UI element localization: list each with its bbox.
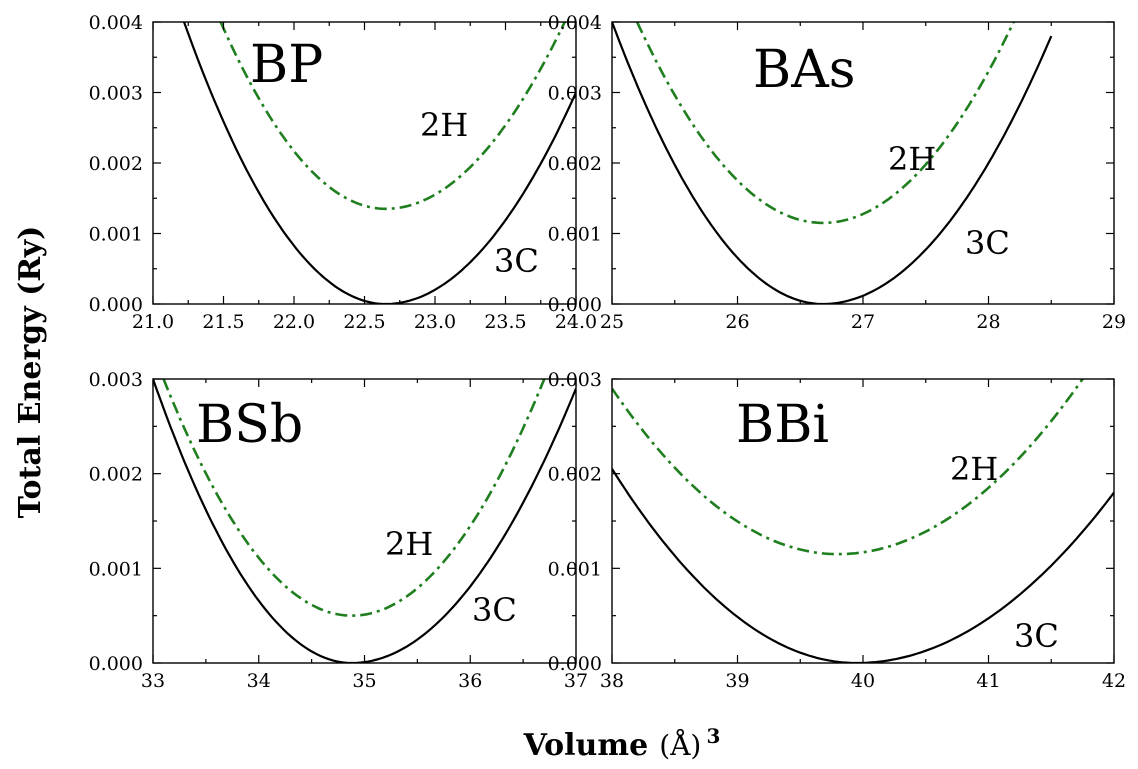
panel-label: BSb [196, 395, 303, 455]
x-tick-label: 24.0 [555, 311, 597, 333]
series-3c-label: 3C [1014, 617, 1059, 655]
y-tick-label: 0.003 [89, 369, 143, 391]
x-tick-label: 42 [1102, 670, 1126, 692]
y-tick-label: 0.001 [548, 558, 602, 580]
panel-label: BBi [736, 395, 829, 455]
y-tick-label: 0.001 [89, 558, 143, 580]
panels: 21.0 21.5 22.0 22.5 23.0 23.5 24.00.0000.0010.… [89, 12, 1127, 692]
x-tick-label: 21.0 [132, 311, 174, 333]
x-tick-label: 35 [352, 670, 376, 692]
series-3c-label: 3C [494, 242, 539, 280]
y-tick-label: 0.004 [548, 12, 602, 34]
x-tick-label: 26 [725, 311, 749, 333]
y-tick-label: 0.003 [548, 369, 602, 391]
panel-bas: 25 26 27 28 29 0.000 0.001 0.002 0.003 0.004 BAs 2H… [548, 12, 1127, 333]
x-tick-label: 22.5 [343, 311, 385, 333]
x-axis-title-unit: (Å) [659, 729, 701, 762]
x-axis-title-main: Volume [523, 728, 649, 763]
y-tick-label: 0.000 [89, 653, 143, 675]
panel-bp: 21.0 21.5 22.0 22.5 23.0 23.5 24.0 0.000 0.001 0.… [89, 12, 598, 333]
x-tick-label: 40 [851, 670, 875, 692]
x-tick-label: 23.0 [414, 311, 456, 333]
x-tick-label: 23.5 [484, 311, 526, 333]
y-tick-label: 0.000 [548, 653, 602, 675]
x-tick-label: 39 [725, 670, 749, 692]
series-2h-label: 2H [950, 450, 998, 488]
y-axis-title: Total Energy (Ry) [13, 226, 48, 519]
x-tick-label: 29 [1102, 311, 1126, 333]
x-tick-label: 28 [976, 311, 1000, 333]
y-tick-label: 0.003 [89, 83, 143, 105]
series-2h-line [219, 22, 566, 211]
x-tick-label: 21.5 [202, 311, 244, 333]
x-axis-title: Volume (Å) 3 [523, 724, 721, 763]
x-tick-label: 22.0 [273, 311, 315, 333]
x-tick-label: 34 [247, 670, 271, 692]
x-axis-title-exp: 3 [706, 724, 720, 748]
y-tick-label: 0.002 [89, 153, 143, 175]
series-2h-label: 2H [420, 106, 468, 144]
x-tick-label: 27 [851, 311, 875, 333]
y-tick-label: 0.002 [89, 464, 143, 486]
panel-label: BAs [753, 40, 855, 100]
x-tick-label: 25 [600, 311, 624, 333]
series-2h-line [162, 379, 546, 618]
series-3c-label: 3C [965, 224, 1010, 262]
panel-bsb: 33 34 35 36 37 0.000 0.001 0.002 0.003 BSb 2H 3C [89, 369, 589, 692]
x-tick-label: 33 [141, 670, 165, 692]
x-tick-label: 37 [564, 670, 588, 692]
series-2h-line [635, 22, 1015, 225]
series-2h-line [612, 379, 1084, 556]
y-tick-label: 0.000 [89, 294, 143, 316]
y-tick-label: 0.000 [548, 294, 602, 316]
panel-bbi: 38 39 40 41 42 0.000 0.001 0.002 0.003 BBi 2H 3C [548, 369, 1127, 692]
y-tick-label: 0.004 [89, 12, 143, 34]
panel-label: BP [250, 35, 323, 95]
x-tick-label: 36 [458, 670, 482, 692]
y-tick-label: 0.002 [548, 464, 602, 486]
y-tick-label: 0.002 [548, 153, 602, 175]
x-tick-label: 38 [600, 670, 624, 692]
y-tick-label: 0.003 [548, 83, 602, 105]
series-2h-label: 2H [385, 525, 433, 563]
y-tick-label: 0.001 [548, 224, 602, 246]
y-tick-label: 0.001 [89, 224, 143, 246]
x-tick-label: 41 [976, 670, 1000, 692]
series-3c-label: 3C [472, 591, 517, 629]
series-2h-label: 2H [888, 140, 936, 178]
